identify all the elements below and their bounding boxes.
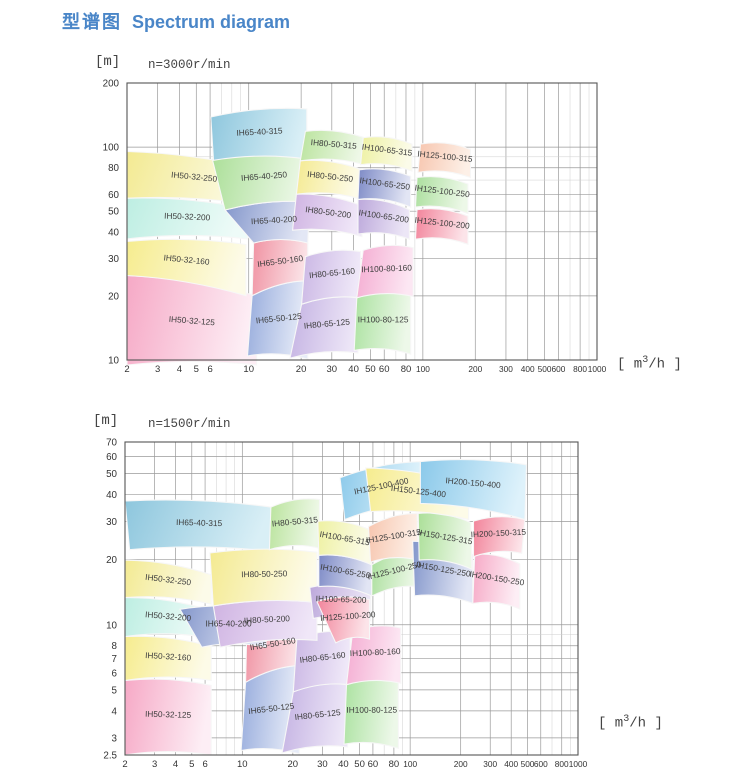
- svg-text:IH50-32-200: IH50-32-200: [164, 210, 211, 222]
- svg-text:3: 3: [152, 759, 157, 770]
- svg-text:70: 70: [106, 438, 117, 449]
- svg-text:2: 2: [124, 364, 129, 375]
- svg-text:80: 80: [108, 163, 119, 174]
- svg-text:200: 200: [103, 79, 120, 90]
- svg-text:20: 20: [296, 364, 307, 375]
- svg-text:5: 5: [194, 364, 199, 375]
- svg-text:5: 5: [189, 759, 194, 770]
- svg-text:800: 800: [573, 364, 587, 374]
- svg-text:40: 40: [108, 227, 119, 238]
- svg-text:80: 80: [401, 364, 412, 375]
- svg-text:60: 60: [379, 364, 390, 375]
- svg-text:6: 6: [112, 668, 118, 679]
- svg-text:10: 10: [237, 759, 248, 770]
- svg-text:2: 2: [122, 759, 127, 770]
- svg-text:400: 400: [504, 759, 518, 769]
- svg-text:IH50-32-125: IH50-32-125: [145, 709, 192, 720]
- svg-text:10: 10: [106, 620, 117, 631]
- svg-text:60: 60: [108, 190, 119, 201]
- svg-text:600: 600: [534, 759, 548, 769]
- svg-text:200: 200: [454, 759, 468, 769]
- svg-text:600: 600: [551, 364, 565, 374]
- svg-text:IH100-65-200: IH100-65-200: [316, 593, 367, 605]
- svg-text:7: 7: [112, 654, 117, 665]
- svg-text:6: 6: [202, 759, 207, 770]
- svg-text:100: 100: [416, 364, 430, 374]
- svg-text:50: 50: [106, 469, 117, 480]
- svg-text:4: 4: [177, 364, 182, 375]
- svg-text:IH100-80-160: IH100-80-160: [361, 262, 412, 274]
- svg-text:20: 20: [108, 291, 119, 302]
- svg-text:40: 40: [338, 759, 349, 770]
- svg-text:60: 60: [368, 759, 379, 770]
- svg-text:50: 50: [108, 207, 119, 218]
- svg-text:4: 4: [112, 706, 118, 717]
- svg-text:IH100-80-125: IH100-80-125: [358, 314, 409, 324]
- svg-text:20: 20: [106, 555, 117, 566]
- svg-text:10: 10: [243, 364, 254, 375]
- svg-text:800: 800: [555, 759, 569, 769]
- svg-text:2.5: 2.5: [103, 751, 117, 762]
- svg-text:30: 30: [108, 254, 119, 265]
- svg-text:300: 300: [499, 364, 513, 374]
- svg-text:6: 6: [207, 364, 212, 375]
- svg-text:400: 400: [521, 364, 535, 374]
- svg-text:60: 60: [106, 452, 117, 463]
- svg-text:80: 80: [389, 759, 400, 770]
- svg-text:3: 3: [155, 364, 160, 375]
- svg-text:4: 4: [173, 759, 178, 770]
- svg-text:3: 3: [112, 733, 118, 744]
- svg-text:100: 100: [103, 143, 120, 154]
- svg-text:50: 50: [365, 364, 376, 375]
- svg-text:300: 300: [483, 759, 497, 769]
- svg-text:50: 50: [354, 759, 365, 770]
- svg-text:10: 10: [108, 356, 119, 367]
- svg-text:20: 20: [288, 759, 299, 770]
- svg-text:1000: 1000: [588, 364, 607, 374]
- svg-text:8: 8: [112, 641, 118, 652]
- svg-text:30: 30: [106, 517, 117, 528]
- svg-text:500: 500: [521, 759, 535, 769]
- svg-text:IH65-40-315: IH65-40-315: [176, 517, 223, 528]
- svg-text:30: 30: [317, 759, 328, 770]
- svg-text:5: 5: [112, 685, 118, 696]
- svg-text:100: 100: [403, 759, 417, 769]
- svg-text:IH100-80-125: IH100-80-125: [346, 705, 397, 715]
- svg-text:200: 200: [468, 364, 482, 374]
- svg-text:40: 40: [348, 364, 359, 375]
- svg-text:40: 40: [106, 490, 117, 501]
- svg-text:500: 500: [538, 364, 552, 374]
- svg-text:1000: 1000: [569, 759, 588, 769]
- svg-text:30: 30: [327, 364, 338, 375]
- svg-text:IH80-50-250: IH80-50-250: [241, 568, 288, 579]
